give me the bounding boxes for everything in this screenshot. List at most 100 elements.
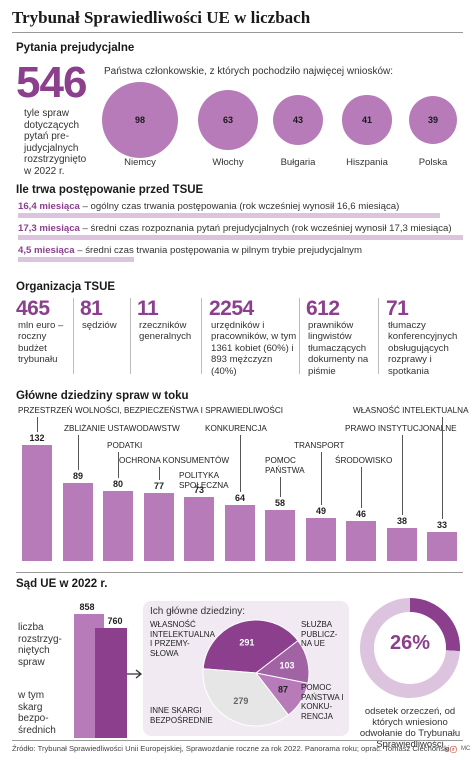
title-divider bbox=[12, 32, 463, 33]
domains-pie-chart: 291 103 87 279 bbox=[202, 619, 310, 727]
logo-icons: ⊙ⓡ bbox=[444, 747, 457, 754]
donut-segment bbox=[410, 598, 460, 652]
bar-leader-line bbox=[78, 435, 79, 470]
bar-category-label: OCHRONA KONSUMENTÓW bbox=[119, 456, 230, 465]
org-stat-number: 81 bbox=[80, 297, 103, 320]
org-separator bbox=[73, 298, 74, 374]
org-stat-text: sędziów bbox=[82, 320, 117, 331]
bar-mark bbox=[63, 482, 93, 561]
bar-category-label: ZBLIŻANIE USTAWODAWSTW bbox=[64, 424, 180, 433]
duration-line-3: 4,5 miesiąca – średni czas trwania postę… bbox=[18, 245, 362, 256]
bar-mark bbox=[346, 520, 376, 561]
pie-value-label: 103 bbox=[279, 661, 294, 671]
bar-leader-line bbox=[321, 452, 322, 505]
country-label: Włochy bbox=[212, 157, 244, 168]
section-glowne-heading: Główne dziedziny spraw w toku bbox=[16, 390, 189, 402]
org-separator bbox=[130, 298, 131, 374]
bar-leader-line bbox=[37, 417, 38, 432]
bar-category-label: WŁASNOŚĆ INTELEKTUALNA bbox=[353, 406, 469, 415]
pie-value-label: 87 bbox=[278, 685, 288, 695]
org-stat-text: prawników lingwistów tłumaczących dokume… bbox=[308, 320, 369, 377]
sad-label-2: w tym skarg bezpo-średnich bbox=[18, 690, 56, 736]
bar-leader-line bbox=[280, 477, 281, 498]
bar-mark bbox=[22, 445, 52, 561]
country-label: Hiszpania bbox=[346, 157, 388, 168]
org-stat-text: urzędników i pracowników, w tym 1361 kob… bbox=[211, 320, 297, 377]
donut-caption: odsetek orzeczeń, od których wniesiono o… bbox=[359, 706, 461, 750]
section-sad-heading: Sąd UE w 2022 r. bbox=[16, 578, 108, 590]
page-title: Trybunał Sprawiedliwości UE w liczbach bbox=[12, 8, 311, 27]
country-bubble: 43 bbox=[272, 94, 324, 146]
org-stat-text: tłumaczy konferencyjnych obsługujących r… bbox=[388, 320, 458, 377]
org-separator bbox=[378, 298, 379, 374]
bar-value-label: 77 bbox=[153, 481, 164, 492]
pytania-caption: Państwa członkowskie, z których pochodzi… bbox=[104, 66, 394, 77]
mc-mark: MC bbox=[461, 746, 471, 752]
bar-category-label: ŚRODOWISKO bbox=[335, 456, 393, 465]
country-bubble: 41 bbox=[342, 95, 392, 145]
bar-value-label: 58 bbox=[274, 498, 285, 509]
bar-mark bbox=[306, 517, 336, 561]
bar-mark bbox=[144, 493, 174, 561]
bar-value-label: 33 bbox=[436, 520, 447, 530]
bar-leader-line bbox=[159, 467, 160, 481]
bar-leader-line bbox=[442, 417, 443, 519]
country-bubble: 39 bbox=[409, 96, 457, 144]
org-stat-number: 11 bbox=[137, 297, 159, 320]
duration-bar-3 bbox=[18, 257, 134, 262]
org-stat-number: 2254 bbox=[209, 297, 254, 320]
bar-leader-line bbox=[361, 467, 362, 508]
section-czas-heading: Ile trwa postępowanie przed TSUE bbox=[16, 184, 204, 196]
bar-leader-line bbox=[118, 452, 119, 478]
bar-category-label: PRAWO INSTYTUCJONALNE bbox=[345, 424, 457, 433]
bar-value-label: 38 bbox=[396, 515, 407, 526]
bar-mark bbox=[387, 527, 417, 561]
duration-line-1: 16,4 miesiąca – ogólny czas trwania post… bbox=[18, 201, 400, 212]
country-label: Niemcy bbox=[124, 157, 156, 168]
country-bubble: 98 bbox=[102, 82, 178, 158]
bar-mark bbox=[184, 496, 214, 561]
pie-category-label: SŁUŻBA PUBLICZ-NA UE bbox=[301, 620, 338, 648]
bar-value-label: 132 bbox=[29, 433, 45, 443]
pytania-big-number: 546 bbox=[16, 58, 87, 107]
bar-value-label: 89 bbox=[72, 470, 83, 481]
duration-line-2: 17,3 miesiąca – średni czas rozpoznania … bbox=[18, 223, 452, 234]
bar-category-label: KONKURENCJA bbox=[205, 424, 267, 433]
pie-slice bbox=[202, 619, 299, 674]
org-separator bbox=[299, 298, 300, 374]
bar-category-label: POLITYKA SPOŁECZNA bbox=[179, 471, 229, 490]
footer-divider bbox=[12, 740, 463, 741]
section-pytania-heading: Pytania prejudycjalne bbox=[16, 42, 135, 54]
bar-value-label: 73 bbox=[193, 484, 204, 495]
country-bubble: 63 bbox=[197, 89, 259, 151]
org-stat-text: rzeczników generalnych bbox=[139, 320, 192, 343]
arrow-right-icon bbox=[127, 669, 143, 679]
source-footer: Źródło: Trybunał Sprawiedliwości Unii Eu… bbox=[12, 744, 450, 753]
org-separator bbox=[201, 298, 202, 374]
org-stat-number: 612 bbox=[306, 297, 340, 320]
sad-divider bbox=[16, 572, 463, 573]
appeal-donut-chart bbox=[360, 598, 460, 698]
bar-leader-line bbox=[240, 435, 241, 492]
sad-bar-value: 858 bbox=[79, 602, 95, 612]
bar-mark bbox=[427, 532, 457, 561]
org-stat-number: 71 bbox=[386, 297, 409, 320]
pie-slice bbox=[202, 668, 290, 727]
pie-value-label: 291 bbox=[239, 638, 254, 648]
bar-mark bbox=[225, 504, 255, 561]
bar-leader-line bbox=[402, 435, 403, 515]
bar-value-label: 80 bbox=[112, 478, 123, 489]
bar-category-label: PODATKI bbox=[107, 441, 143, 450]
bar-mark bbox=[103, 490, 133, 561]
sad-bar-mark bbox=[95, 628, 127, 738]
bar-category-label: POMOC PAŃSTWA bbox=[265, 456, 305, 475]
duration-bar-2 bbox=[18, 235, 463, 240]
bar-value-label: 49 bbox=[315, 505, 326, 516]
pie-category-label: POMOC PAŃSTWA I KONKU-RENCJA bbox=[301, 683, 344, 721]
bar-category-label: TRANSPORT bbox=[294, 441, 345, 450]
domains-panel-title: Ich główne dziedziny: bbox=[150, 606, 246, 617]
country-label: Polska bbox=[418, 157, 448, 168]
pytania-big-desc: tyle spraw dotyczących pytań pre-judycja… bbox=[24, 108, 87, 177]
org-stat-number: 465 bbox=[16, 297, 50, 320]
pie-value-label: 279 bbox=[233, 696, 248, 706]
